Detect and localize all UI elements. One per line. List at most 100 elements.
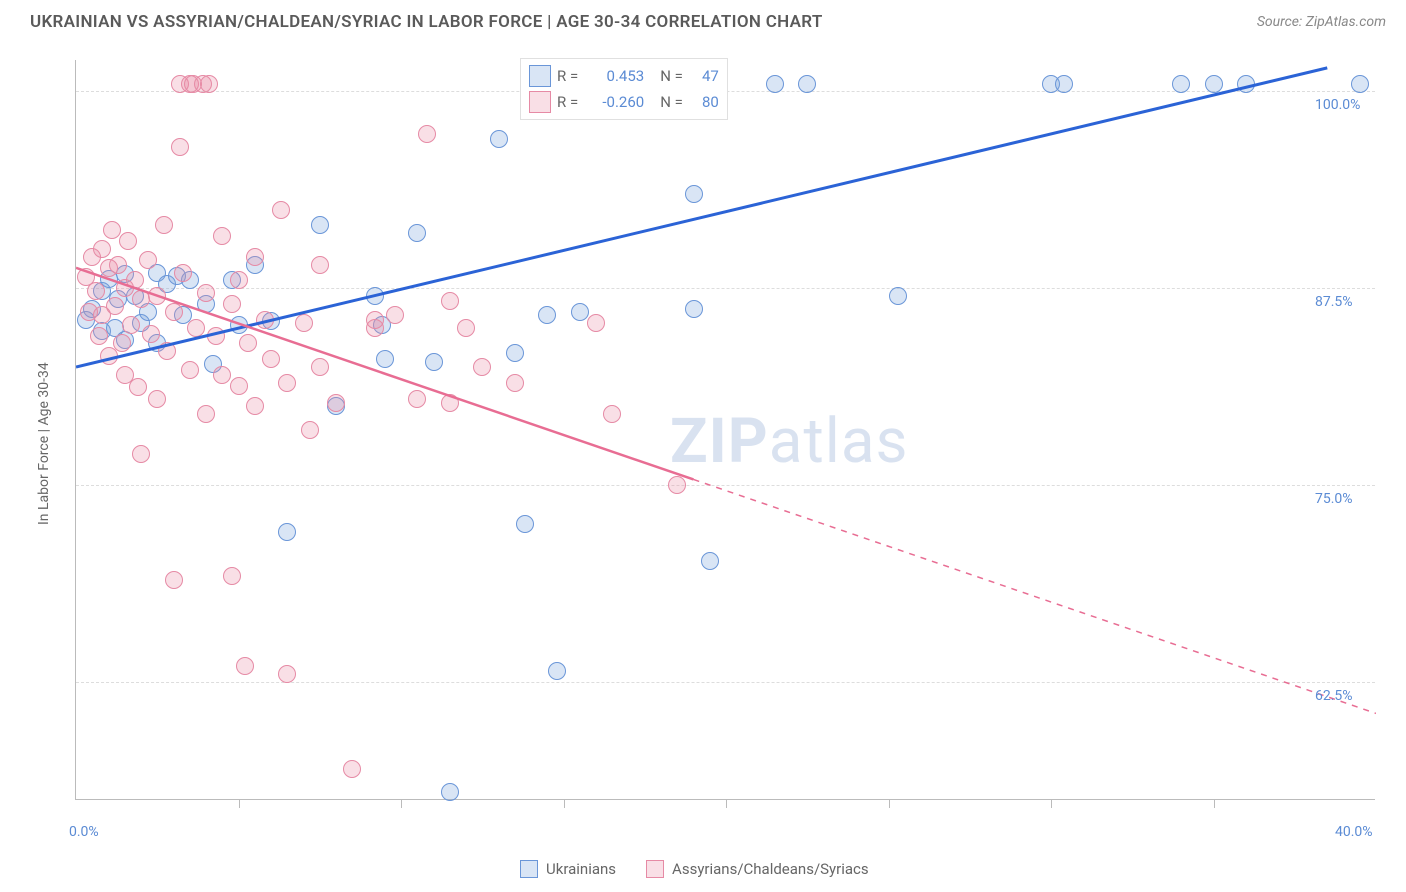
plot-area: [75, 60, 1375, 800]
x-tick: [889, 800, 890, 808]
grid-line: [76, 485, 1375, 486]
data-point: [538, 306, 556, 324]
data-point: [376, 350, 394, 368]
data-point: [516, 515, 534, 533]
data-point: [366, 311, 384, 329]
legend-swatch: [646, 860, 664, 878]
x-tick: [239, 800, 240, 808]
data-point: [148, 287, 166, 305]
data-point: [1205, 75, 1223, 93]
data-point: [165, 571, 183, 589]
data-point: [457, 319, 475, 337]
data-point: [418, 125, 436, 143]
y-tick-label: 100.0%: [1315, 97, 1360, 113]
data-point: [685, 300, 703, 318]
data-point: [181, 361, 199, 379]
data-point: [441, 783, 459, 801]
series-name: Ukrainians: [546, 860, 616, 878]
data-point: [223, 567, 241, 585]
y-tick-label: 87.5%: [1315, 294, 1353, 310]
data-point: [109, 256, 127, 274]
data-point: [603, 405, 621, 423]
legend-row: R =0.453N =47: [529, 63, 719, 89]
data-point: [343, 760, 361, 778]
data-point: [506, 344, 524, 362]
n-label: N =: [660, 93, 683, 111]
trend-line-dashed: [694, 479, 1377, 713]
data-point: [548, 662, 566, 680]
data-point: [311, 256, 329, 274]
x-tick: [726, 800, 727, 808]
data-point: [126, 271, 144, 289]
data-point: [386, 306, 404, 324]
source-label: Source: ZipAtlas.com: [1257, 14, 1386, 30]
data-point: [165, 303, 183, 321]
legend-item: Assyrians/Chaldeans/Syriacs: [646, 860, 869, 878]
data-point: [425, 353, 443, 371]
grid-line: [76, 682, 1375, 683]
data-point: [223, 295, 241, 313]
r-label: R =: [557, 67, 578, 85]
legend-swatch: [529, 65, 551, 87]
data-point: [106, 297, 124, 315]
data-point: [1055, 75, 1073, 93]
legend-item: Ukrainians: [520, 860, 616, 878]
n-label: N =: [660, 67, 683, 85]
data-point: [295, 314, 313, 332]
data-point: [490, 130, 508, 148]
data-point: [87, 282, 105, 300]
data-point: [158, 342, 176, 360]
data-point: [171, 138, 189, 156]
r-label: R =: [557, 93, 578, 111]
series-legend: Ukrainians Assyrians/Chaldeans/Syriacs: [520, 860, 869, 878]
x-tick-label: 0.0%: [69, 824, 99, 840]
data-point: [408, 390, 426, 408]
data-point: [230, 377, 248, 395]
data-point: [236, 657, 254, 675]
x-tick: [1214, 800, 1215, 808]
data-point: [239, 334, 257, 352]
data-point: [366, 287, 384, 305]
data-point: [155, 216, 173, 234]
data-point: [473, 358, 491, 376]
x-tick: [1051, 800, 1052, 808]
data-point: [506, 374, 524, 392]
data-point: [889, 287, 907, 305]
data-point: [246, 397, 264, 415]
data-point: [148, 390, 166, 408]
data-point: [256, 311, 274, 329]
data-point: [113, 334, 131, 352]
r-value: 0.453: [584, 67, 644, 85]
data-point: [119, 232, 137, 250]
legend-swatch: [529, 91, 551, 113]
y-tick-label: 75.0%: [1315, 491, 1353, 507]
legend-row: R =-0.260N =80: [529, 89, 719, 115]
data-point: [408, 224, 426, 242]
data-point: [1237, 75, 1255, 93]
data-point: [685, 185, 703, 203]
data-point: [701, 552, 719, 570]
data-point: [132, 290, 150, 308]
data-point: [272, 201, 290, 219]
series-name: Assyrians/Chaldeans/Syriacs: [672, 860, 869, 878]
data-point: [798, 75, 816, 93]
data-point: [90, 327, 108, 345]
data-point: [174, 264, 192, 282]
data-point: [230, 316, 248, 334]
data-point: [1351, 75, 1369, 93]
x-tick: [564, 800, 565, 808]
data-point: [571, 303, 589, 321]
x-tick-label: 40.0%: [1335, 824, 1373, 840]
trend-lines: [76, 60, 1376, 800]
data-point: [103, 221, 121, 239]
data-point: [142, 325, 160, 343]
data-point: [122, 316, 140, 334]
legend-swatch: [520, 860, 538, 878]
data-point: [441, 292, 459, 310]
data-point: [132, 445, 150, 463]
data-point: [327, 394, 345, 412]
x-tick: [401, 800, 402, 808]
data-point: [301, 421, 319, 439]
grid-line: [76, 288, 1375, 289]
data-point: [93, 240, 111, 258]
